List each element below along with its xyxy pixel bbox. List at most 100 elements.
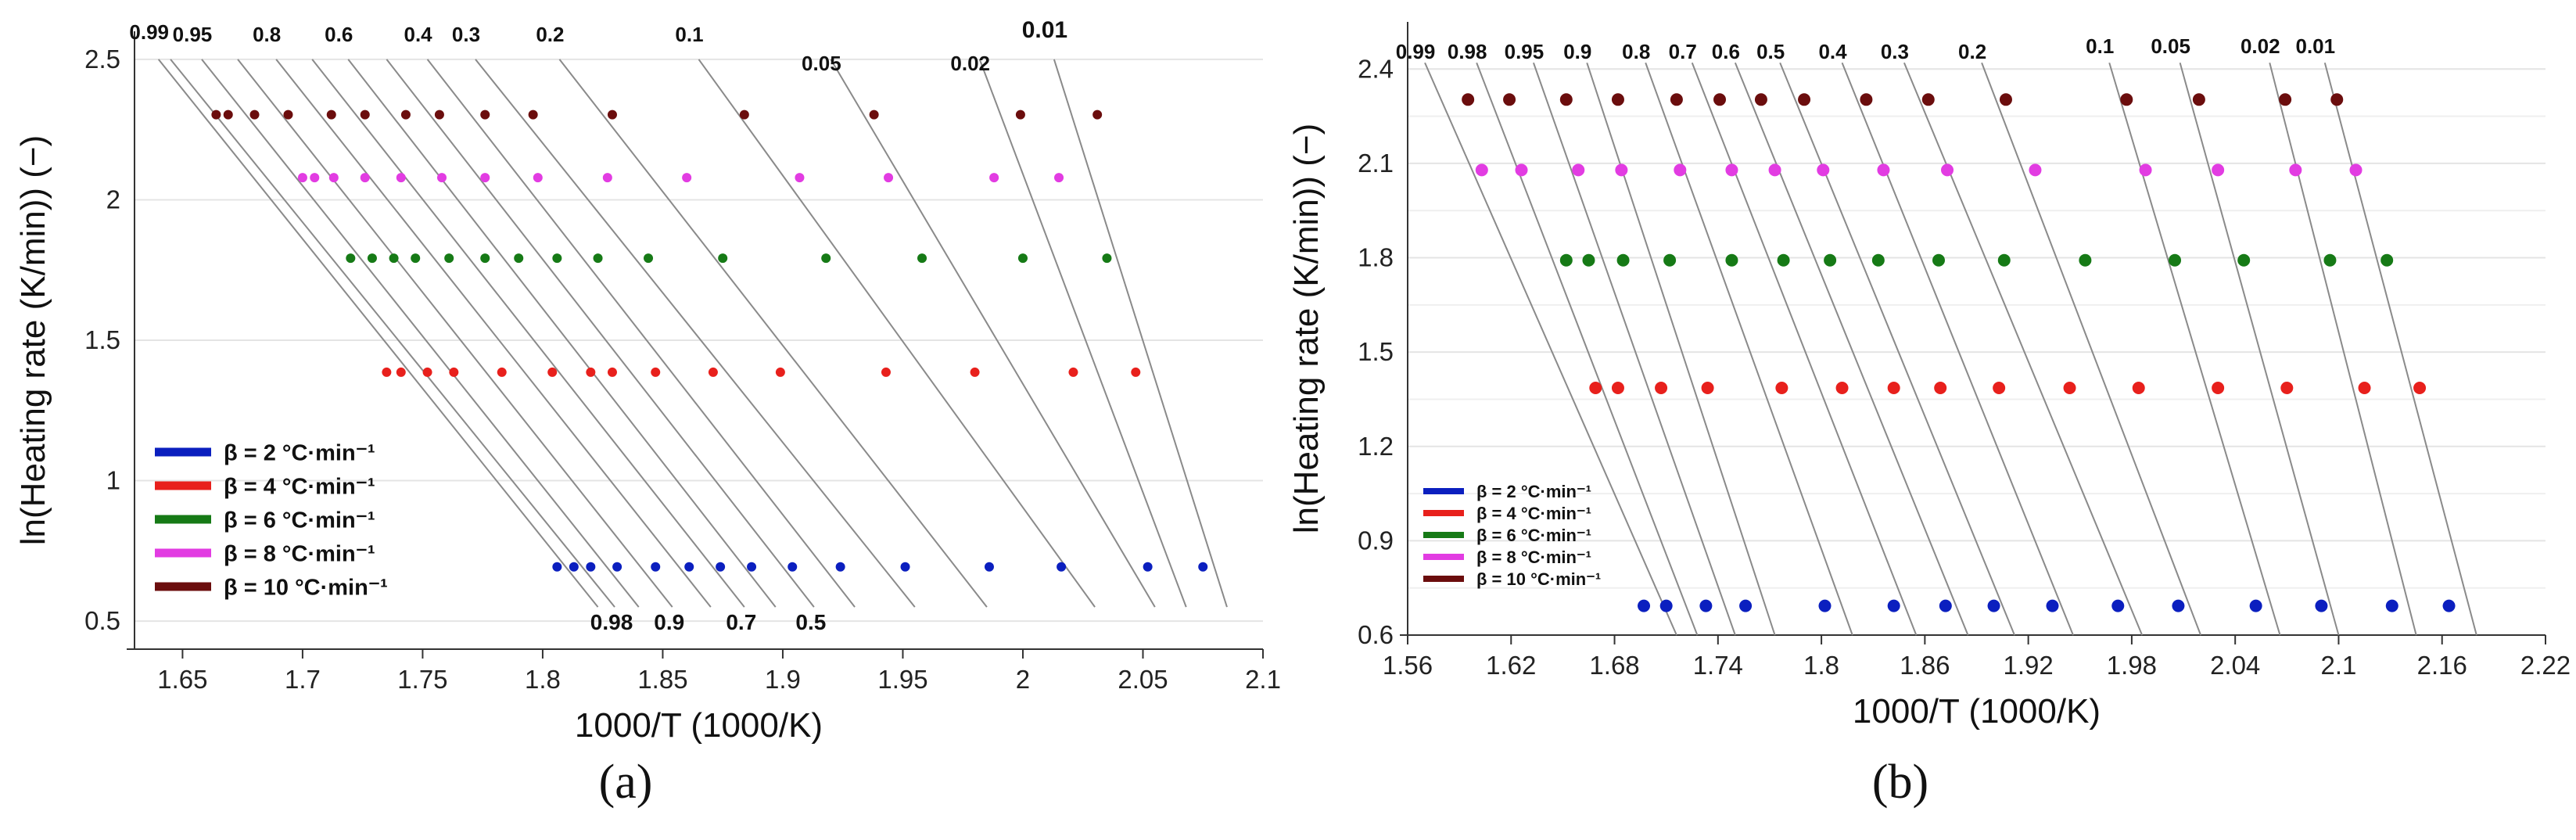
data-point [2385, 599, 2398, 612]
data-point [970, 367, 980, 377]
data-point [2212, 163, 2225, 177]
data-point [644, 253, 654, 264]
panel-b-chart: 0.6 0.9 1.2 1.5 1.8 2.1 2.4 1.56 1.62 1.68 1.74 1.8… [1287, 22, 2571, 809]
data-point [869, 109, 879, 120]
data-point [1582, 253, 1595, 267]
data-point [884, 173, 894, 183]
fit-line [1053, 59, 1228, 608]
data-point [480, 173, 490, 183]
data-point [1824, 253, 1837, 267]
data-point [360, 109, 370, 120]
data-point [2442, 599, 2456, 612]
data-point [1659, 599, 1673, 612]
data-point [682, 173, 692, 183]
panel-label: (b) [1872, 756, 1928, 809]
data-point [2029, 163, 2042, 177]
conversion-label: 0.5 [795, 610, 826, 634]
data-point [1054, 173, 1064, 183]
data-point [1131, 367, 1141, 377]
data-point [533, 173, 543, 183]
data-point [569, 562, 579, 572]
conversion-label: 0.99 [1396, 40, 1436, 63]
data-point [586, 367, 596, 377]
x-tick-label: 1.8 [525, 665, 561, 694]
x-tick-label: 1.86 [1900, 651, 1950, 680]
data-point [739, 109, 749, 120]
legend-label: β = 8 °C·min⁻¹ [1476, 547, 1591, 567]
data-point [310, 173, 320, 183]
data-point [989, 173, 999, 183]
data-point [1941, 163, 1954, 177]
data-point [1713, 93, 1727, 106]
fit-line [2269, 63, 2417, 636]
data-point [1701, 381, 1714, 394]
data-point [249, 109, 260, 120]
x-tick-label: 2.05 [1118, 665, 1168, 694]
data-point [1057, 562, 1067, 572]
conversion-label: 0.1 [675, 23, 703, 46]
x-tick-label: 2.1 [1245, 665, 1281, 694]
x-tick-label: 1.65 [157, 665, 207, 694]
data-point [1932, 253, 1945, 267]
conversion-label: 0.02 [2241, 34, 2280, 58]
conversion-label: 0.9 [654, 610, 684, 634]
fit-line [698, 59, 1096, 608]
data-point [607, 109, 617, 120]
x-tick-label: 1.9 [765, 665, 801, 694]
y-tick-label: 2.4 [1358, 54, 1394, 83]
x-axis-title: 1000/T (1000/K) [575, 706, 823, 745]
conversion-label: 0.8 [253, 23, 281, 46]
data-point [2063, 381, 2076, 394]
fit-line [157, 59, 599, 608]
x-tick-label: 1.68 [1589, 651, 1639, 680]
x-tick-label: 2.22 [2520, 651, 2571, 680]
data-point [684, 562, 694, 572]
y-axis-title: ln(Heating rate (K/min)) (−) [14, 135, 52, 545]
data-point [552, 562, 562, 572]
data-point [1877, 163, 1890, 177]
data-point [422, 367, 432, 377]
data-point [1775, 381, 1788, 394]
data-point [480, 109, 490, 120]
data-point [2330, 93, 2344, 106]
legend-label: β = 6 °C·min⁻¹ [1476, 526, 1591, 545]
data-point [1515, 163, 1528, 177]
conversion-label: 0.98 [1448, 40, 1487, 63]
data-point [2279, 93, 2292, 106]
data-point [651, 562, 661, 572]
legend-label: β = 10 °C·min⁻¹ [1476, 569, 1601, 589]
data-point [1754, 93, 1767, 106]
data-point [1739, 599, 1753, 612]
fit-line [386, 59, 815, 608]
data-point [612, 562, 622, 572]
data-point [1725, 253, 1738, 267]
data-point [795, 173, 805, 183]
data-point [2192, 93, 2205, 106]
conversion-label: 0.95 [173, 23, 213, 46]
data-point [1997, 253, 2011, 267]
data-point [716, 562, 726, 572]
x-tick-label: 1.56 [1383, 651, 1433, 680]
fit-line [237, 59, 673, 608]
data-point [747, 562, 757, 572]
data-point [1993, 381, 2006, 394]
data-point [514, 253, 524, 264]
data-point [1860, 93, 1873, 106]
y-tick-label: 0.9 [1358, 526, 1394, 555]
data-point [434, 109, 444, 120]
data-point [1921, 93, 1935, 106]
data-point [1887, 599, 1900, 612]
fit-line [1841, 62, 2074, 636]
fit-line [2323, 63, 2477, 636]
data-point [2323, 253, 2337, 267]
x-tick-label: 2 [1016, 665, 1030, 694]
data-point [1017, 253, 1028, 264]
data-point [2079, 253, 2092, 267]
x-tick-label: 1.62 [1486, 651, 1536, 680]
data-point [1798, 93, 1811, 106]
conversion-label: 0.05 [802, 52, 841, 75]
conversion-label: 0.5 [1756, 40, 1785, 63]
fit-line [475, 59, 916, 608]
data-point [1699, 599, 1713, 612]
data-point [1572, 163, 1585, 177]
